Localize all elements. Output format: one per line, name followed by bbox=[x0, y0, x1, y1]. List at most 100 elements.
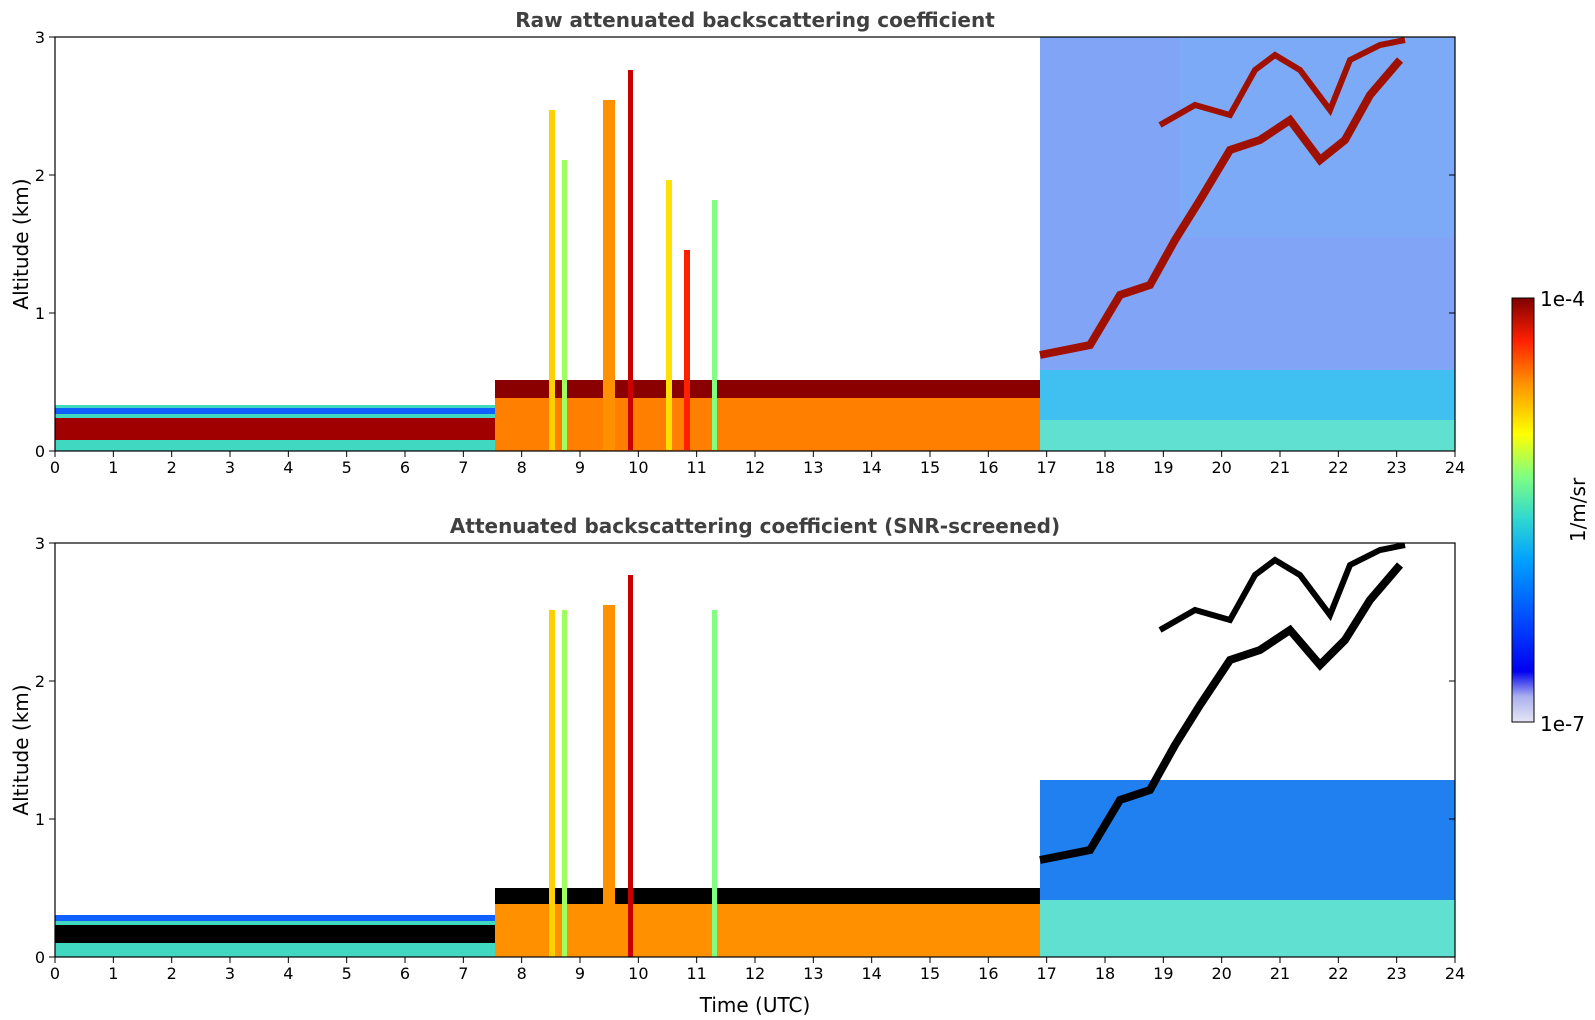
x-tick-label: 4 bbox=[283, 458, 293, 477]
plume bbox=[628, 575, 633, 957]
x-tick-label: 1 bbox=[108, 964, 118, 983]
y-tick-label: 1 bbox=[35, 810, 45, 829]
x-tick-label: 24 bbox=[1445, 964, 1465, 983]
cloud-layer-top bbox=[1039, 57, 1404, 359]
x-tick-label: 2 bbox=[167, 458, 177, 477]
x-tick-label: 5 bbox=[342, 964, 352, 983]
x-tick-label: 3 bbox=[225, 964, 235, 983]
x-tick-label: 1 bbox=[108, 458, 118, 477]
x-tick-label: 24 bbox=[1445, 458, 1465, 477]
panel-screened-ylabel: Altitude (km) bbox=[9, 684, 33, 815]
panel-screened-title: Attenuated backscattering coefficient (S… bbox=[450, 514, 1060, 538]
aerosol-layer-dark-band bbox=[55, 925, 495, 943]
plume bbox=[562, 610, 567, 957]
plume bbox=[684, 250, 690, 450]
cbl-layer bbox=[495, 395, 1045, 451]
y-tick-label: 2 bbox=[35, 166, 45, 185]
x-tick-label: 13 bbox=[803, 964, 823, 983]
x-tick-label: 17 bbox=[1036, 458, 1056, 477]
x-tick-label: 23 bbox=[1386, 458, 1406, 477]
plume bbox=[666, 180, 672, 450]
aerosol-layer-blue-edge bbox=[55, 408, 495, 414]
panel-screened: Attenuated backscattering coefficient (S… bbox=[9, 514, 1465, 1017]
afternoon-surface bbox=[1040, 420, 1455, 451]
y-tick-label: 0 bbox=[35, 442, 45, 461]
aerosol-layer-red-band bbox=[55, 418, 495, 440]
x-tick-label: 9 bbox=[575, 964, 585, 983]
colorbar-min-label: 1e-7 bbox=[1540, 712, 1585, 736]
x-tick-label: 19 bbox=[1153, 964, 1173, 983]
cbl-top bbox=[495, 380, 1045, 398]
aerosol-layer-blue-edge bbox=[55, 915, 495, 921]
x-tick-label: 18 bbox=[1095, 964, 1115, 983]
x-tick-label: 23 bbox=[1386, 964, 1406, 983]
y-tick-label: 1 bbox=[35, 304, 45, 323]
panel-raw-title: Raw attenuated backscattering coefficien… bbox=[515, 8, 995, 32]
plume bbox=[562, 160, 567, 450]
x-tick-label: 7 bbox=[458, 458, 468, 477]
y-tick-label: 3 bbox=[35, 534, 45, 553]
x-tick-label: 20 bbox=[1211, 964, 1231, 983]
x-tick-label: 21 bbox=[1270, 964, 1290, 983]
panel-raw-heatmap bbox=[55, 37, 1455, 451]
x-tick-label: 11 bbox=[686, 458, 706, 477]
y-ticks-top: 0 1 2 3 bbox=[35, 28, 1455, 461]
x-tick-label: 10 bbox=[628, 964, 648, 983]
x-tick-label: 15 bbox=[920, 458, 940, 477]
panel-raw: Raw attenuated backscattering coefficien… bbox=[9, 8, 1465, 477]
x-tick-label: 0 bbox=[50, 458, 60, 477]
x-tick-label: 11 bbox=[686, 964, 706, 983]
x-tick-label: 16 bbox=[978, 964, 998, 983]
noise-region-upper bbox=[1180, 37, 1455, 237]
plume bbox=[628, 70, 633, 450]
x-tick-label: 10 bbox=[628, 458, 648, 477]
x-tick-label: 22 bbox=[1328, 458, 1348, 477]
colorbar: 1e-4 1e-7 1/m/sr bbox=[1511, 287, 1590, 736]
x-tick-label: 12 bbox=[745, 964, 765, 983]
x-tick-label: 20 bbox=[1211, 458, 1231, 477]
x-ticks-top: 0 1 2 3 4 5 6 7 8 9 10 11 12 13 14 15 16 17 18 19 20 21 22 23 24 bbox=[50, 451, 1465, 477]
plume bbox=[549, 610, 555, 957]
x-tick-label: 6 bbox=[400, 964, 410, 983]
x-tick-label: 18 bbox=[1095, 458, 1115, 477]
x-tick-label: 0 bbox=[50, 964, 60, 983]
x-tick-label: 3 bbox=[225, 458, 235, 477]
x-tick-label: 5 bbox=[342, 458, 352, 477]
y-tick-label: 2 bbox=[35, 672, 45, 691]
x-tick-label: 9 bbox=[575, 458, 585, 477]
x-axis-label: Time (UTC) bbox=[699, 993, 811, 1017]
x-tick-label: 17 bbox=[1036, 964, 1056, 983]
x-tick-label: 8 bbox=[517, 458, 527, 477]
x-tick-label: 14 bbox=[861, 964, 881, 983]
x-tick-label: 21 bbox=[1270, 458, 1290, 477]
x-tick-label: 13 bbox=[803, 458, 823, 477]
x-tick-label: 6 bbox=[400, 458, 410, 477]
colorbar-max-label: 1e-4 bbox=[1540, 287, 1585, 311]
afternoon-surface bbox=[1040, 900, 1455, 957]
x-tick-label: 19 bbox=[1153, 458, 1173, 477]
x-ticks-bottom: 0 1 2 3 4 5 6 7 8 9 10 11 12 13 14 15 16 17 18 19 20 21 22 23 24 bbox=[50, 957, 1465, 983]
x-tick-label: 8 bbox=[517, 964, 527, 983]
y-ticks-bottom: 0 1 2 3 bbox=[35, 534, 1455, 967]
panel-raw-ylabel: Altitude (km) bbox=[9, 178, 33, 309]
cbl-top bbox=[495, 888, 1045, 904]
cloud-layer-upper bbox=[1158, 543, 1406, 633]
x-tick-label: 7 bbox=[458, 964, 468, 983]
x-tick-label: 2 bbox=[167, 964, 177, 983]
x-tick-label: 14 bbox=[861, 458, 881, 477]
x-tick-label: 15 bbox=[920, 964, 940, 983]
plume bbox=[603, 605, 615, 957]
x-tick-label: 4 bbox=[283, 964, 293, 983]
y-tick-label: 0 bbox=[35, 948, 45, 967]
colorbar-gradient bbox=[1511, 297, 1535, 723]
plume bbox=[712, 610, 717, 957]
plume bbox=[712, 200, 717, 450]
cloud-layer-upper bbox=[1158, 37, 1406, 128]
cbl-layer bbox=[495, 900, 1045, 957]
plume bbox=[603, 100, 615, 450]
x-tick-label: 12 bbox=[745, 458, 765, 477]
colorbar-unit-label: 1/m/sr bbox=[1566, 477, 1590, 542]
y-tick-label: 3 bbox=[35, 28, 45, 47]
x-tick-label: 16 bbox=[978, 458, 998, 477]
